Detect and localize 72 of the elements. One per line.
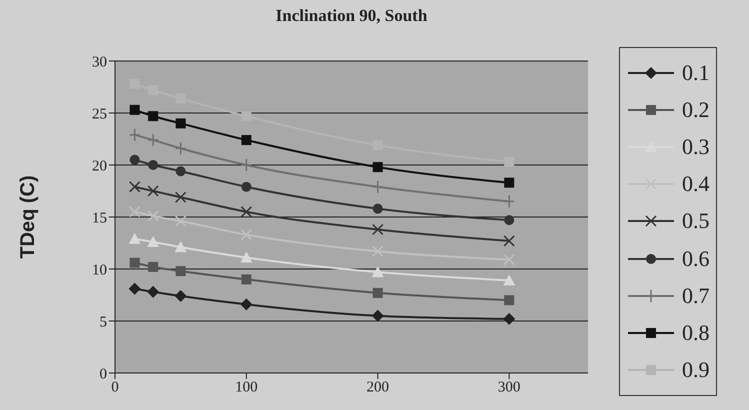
- point: [147, 236, 160, 247]
- legend-label: 0.4: [682, 171, 710, 198]
- point: [176, 266, 186, 276]
- point: [128, 128, 140, 142]
- point: [241, 274, 252, 284]
- point: [240, 252, 252, 263]
- point: [128, 181, 140, 193]
- point: [503, 235, 515, 247]
- point: [503, 194, 515, 208]
- point: [372, 180, 384, 194]
- point: [148, 160, 158, 170]
- point: [503, 312, 516, 325]
- point: [504, 156, 514, 167]
- point: [128, 282, 141, 295]
- point: [372, 266, 384, 278]
- y-tick-label: 10: [92, 262, 107, 278]
- point: [504, 215, 514, 226]
- point: [148, 262, 158, 272]
- point: [372, 288, 383, 298]
- x-tick-label: 300: [498, 380, 520, 396]
- point: [128, 206, 140, 218]
- y-tick-label: 15: [92, 210, 107, 226]
- y-tick-label: 0: [100, 366, 107, 382]
- point: [240, 228, 252, 240]
- point: [174, 142, 186, 156]
- point: [504, 295, 514, 306]
- y-tick-label: 30: [92, 54, 107, 70]
- point: [241, 135, 252, 146]
- point: [128, 232, 141, 244]
- point: [503, 254, 515, 266]
- point: [240, 158, 252, 172]
- point: [174, 191, 186, 203]
- point: [174, 215, 186, 227]
- point: [372, 162, 383, 172]
- point: [174, 241, 187, 252]
- point: [503, 274, 516, 286]
- x-tick-label: 200: [366, 380, 390, 396]
- point: [240, 206, 252, 218]
- point: [372, 224, 384, 236]
- y-tick-label: 20: [92, 158, 107, 174]
- point: [504, 178, 514, 188]
- point: [241, 182, 252, 192]
- point: [130, 258, 140, 268]
- point: [240, 298, 252, 310]
- legend-label: 0.7: [682, 282, 710, 309]
- legend-label: 0.2: [682, 96, 710, 123]
- legend-label: 0.8: [682, 320, 710, 346]
- x-tick-label: 0: [111, 380, 119, 396]
- point: [174, 290, 187, 302]
- point: [147, 286, 160, 298]
- point: [147, 133, 159, 147]
- point: [372, 204, 383, 214]
- point: [130, 154, 140, 165]
- y-axis-title: TDeq (C): [17, 175, 40, 259]
- point: [147, 185, 159, 197]
- x-tick-label: 100: [235, 380, 258, 396]
- y-tick-label: 5: [100, 314, 107, 330]
- point: [372, 310, 384, 322]
- y-tick-label: 25: [92, 106, 107, 122]
- point: [372, 246, 384, 258]
- legend-label: 0.3: [682, 134, 710, 160]
- chart-title: Inclination 90, South: [274, 6, 428, 26]
- legend-label: 0.9: [682, 357, 710, 384]
- point: [147, 210, 159, 222]
- point: [148, 111, 158, 122]
- point: [176, 118, 186, 128]
- point: [130, 104, 140, 115]
- legend-label: 0.1: [682, 60, 710, 86]
- legend-label: 0.5: [682, 208, 710, 234]
- legend-label: 0.6: [682, 246, 710, 272]
- point: [176, 166, 186, 176]
- point: [241, 111, 252, 122]
